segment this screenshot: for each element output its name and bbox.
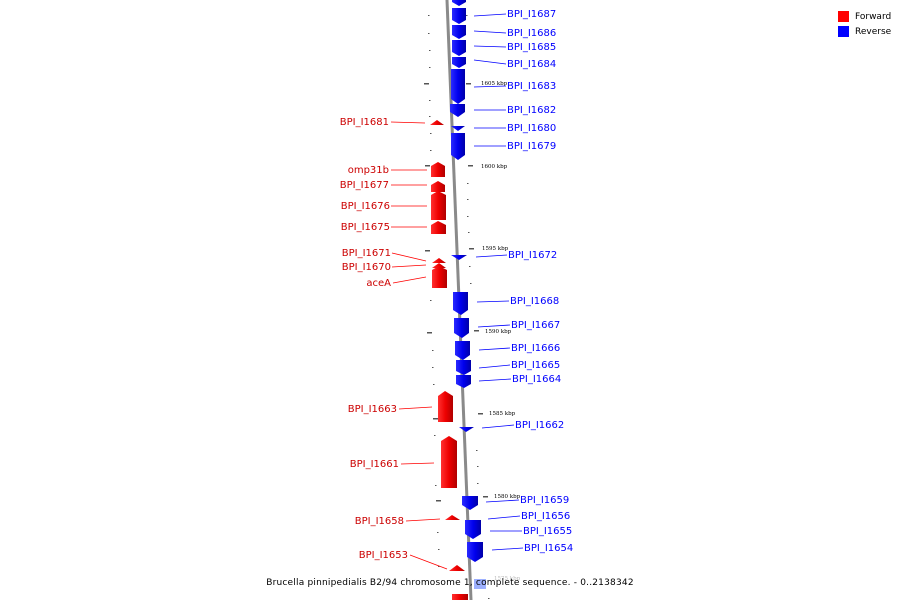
- gene-arrow-reverse[interactable]: [452, 8, 466, 24]
- gene-arrow-reverse[interactable]: [467, 542, 483, 562]
- gene-label-bpi-i1653: BPI_I1653: [359, 550, 408, 561]
- gene-label-bpi-i1686: BPI_I1686: [507, 28, 556, 39]
- legend-forward-label: Forward: [855, 11, 892, 22]
- scale-label: 1575 kbp: [494, 576, 521, 582]
- gene-arrow-forward[interactable]: [445, 515, 460, 520]
- gene-arrow-reverse[interactable]: [452, 40, 466, 56]
- gene-arrow-forward[interactable]: [431, 162, 445, 177]
- gene-label-bpi-i1670: BPI_I1670: [342, 262, 391, 273]
- gene-label-bpi-i1680: BPI_I1680: [507, 123, 556, 134]
- gene-arrow-reverse[interactable]: [474, 579, 486, 589]
- gene-arrow-reverse[interactable]: [450, 104, 465, 117]
- gene-arrow-reverse[interactable]: [452, 25, 466, 39]
- gene-arrow-forward[interactable]: [431, 191, 446, 220]
- gene-arrow-forward[interactable]: [431, 181, 445, 192]
- legend-reverse-label: Reverse: [855, 26, 892, 37]
- gene-arrow-reverse[interactable]: [456, 360, 471, 375]
- forward-swatch: [838, 11, 849, 22]
- gene-label-bpi-i1671: BPI_I1671: [342, 248, 391, 259]
- scale-label: 1595 kbp: [482, 246, 509, 252]
- gene-label-bpi-i1683: BPI_I1683: [507, 81, 556, 92]
- forward-label-leaders: [390, 121, 448, 570]
- gene-arrow-reverse[interactable]: [462, 496, 478, 510]
- gene-label-bpi-i1679: BPI_I1679: [507, 141, 556, 152]
- gene-arrow-reverse[interactable]: [452, 0, 466, 6]
- scale-label: 1585 kbp: [489, 411, 516, 417]
- gene-arrow-reverse[interactable]: [455, 341, 470, 360]
- gene-label-bpi-i1667: BPI_I1667: [511, 320, 560, 331]
- gene-label-bpi-i1659: BPI_I1659: [520, 495, 569, 506]
- gene-label-bpi-i1664: BPI_I1664: [512, 374, 561, 385]
- right-guide-dots: [466, 15, 490, 599]
- gene-arrow-reverse[interactable]: [453, 292, 468, 315]
- scale-label: 1580 kbp: [494, 494, 521, 500]
- scale-label: 1600 kbp: [481, 164, 508, 170]
- sequence-caption: Brucella pinnipedialis B2/94 chromosome …: [266, 578, 634, 588]
- reverse-swatch: [838, 26, 849, 37]
- gene-label-bpi-i1682: BPI_I1682: [507, 105, 556, 116]
- gene-label-bpi-i1672: BPI_I1672: [508, 250, 557, 261]
- gene-label-bpi-i1655: BPI_I1655: [523, 526, 572, 537]
- gene-arrow-reverse[interactable]: [459, 427, 474, 432]
- gene-arrow-reverse[interactable]: [451, 69, 465, 104]
- gene-label-bpi-i1684: BPI_I1684: [507, 59, 556, 70]
- gene-label-acea: aceA: [366, 278, 391, 289]
- gene-arrow-forward[interactable]: [432, 258, 446, 263]
- gene-arrow-reverse[interactable]: [451, 133, 465, 160]
- gene-label-bpi-i1654: BPI_I1654: [524, 543, 573, 554]
- forward-gene-features: [430, 120, 468, 600]
- legend-item-reverse: Reverse: [838, 24, 891, 39]
- gene-label-bpi-i1687: BPI_I1687: [507, 9, 556, 20]
- gene-arrow-forward[interactable]: [432, 266, 447, 288]
- gene-label-bpi-i1658: BPI_I1658: [355, 516, 404, 527]
- scale-label: 1605 kbp: [481, 81, 508, 87]
- gene-arrow-forward[interactable]: [432, 263, 446, 268]
- gene-label-bpi-i1685: BPI_I1685: [507, 42, 556, 53]
- legend: Forward Reverse: [838, 9, 891, 39]
- gene-label-bpi-i1663: BPI_I1663: [348, 404, 397, 415]
- gene-label-bpi-i1662: BPI_I1662: [515, 420, 564, 431]
- gene-arrow-reverse[interactable]: [451, 126, 465, 131]
- gene-label-bpi-i1656: BPI_I1656: [521, 511, 570, 522]
- reverse-gene-features: [450, 0, 486, 589]
- gene-arrow-forward[interactable]: [438, 391, 453, 422]
- gene-arrow-forward[interactable]: [431, 221, 446, 234]
- left-guide-dots: [424, 15, 441, 567]
- gene-arrow-forward[interactable]: [449, 565, 465, 571]
- gene-arrow-reverse[interactable]: [465, 520, 481, 539]
- gene-label-bpi-i1668: BPI_I1668: [510, 296, 559, 307]
- scale-label: 1590 kbp: [485, 329, 512, 335]
- reverse-label-leaders: [473, 13, 524, 551]
- gene-arrow-forward[interactable]: [452, 594, 468, 600]
- gene-label-bpi-i1677: BPI_I1677: [340, 180, 389, 191]
- gene-label-omp31b: omp31b: [348, 165, 389, 176]
- gene-arrow-reverse[interactable]: [454, 318, 469, 338]
- gene-label-bpi-i1666: BPI_I1666: [511, 343, 560, 354]
- gene-label-bpi-i1665: BPI_I1665: [511, 360, 560, 371]
- gene-arrow-reverse[interactable]: [452, 57, 466, 68]
- gene-label-bpi-i1676: BPI_I1676: [341, 201, 390, 212]
- gene-arrow-reverse[interactable]: [451, 255, 467, 260]
- gene-arrow-forward[interactable]: [441, 436, 457, 488]
- gene-label-bpi-i1681: BPI_I1681: [340, 117, 389, 128]
- legend-item-forward: Forward: [838, 9, 891, 24]
- gene-label-bpi-i1661: BPI_I1661: [350, 459, 399, 470]
- gene-label-bpi-i1675: BPI_I1675: [341, 222, 390, 233]
- gene-arrow-forward[interactable]: [430, 120, 444, 125]
- gene-arrow-reverse[interactable]: [456, 375, 471, 388]
